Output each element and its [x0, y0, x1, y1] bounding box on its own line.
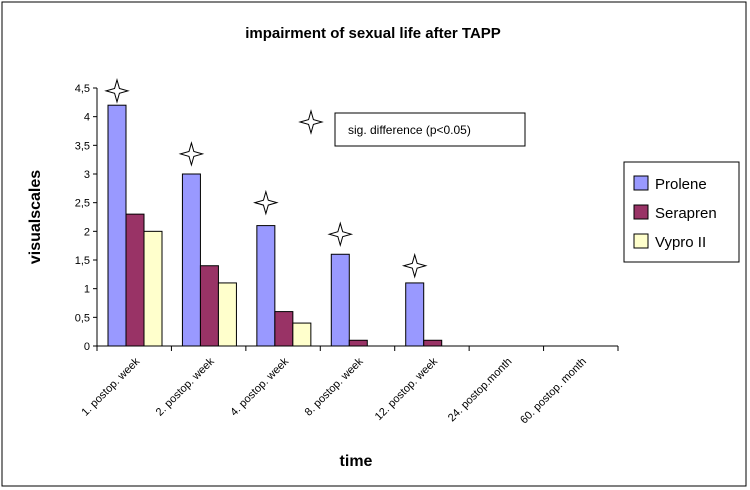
y-tick-label: 4	[84, 112, 90, 124]
bar-serapren	[125, 213, 145, 347]
bar-vypro-ii	[143, 230, 163, 347]
bar-vypro-ii	[217, 282, 237, 347]
annotation-star-icon	[298, 109, 324, 135]
legend: Prolene Serapren Vypro II	[623, 161, 740, 263]
bar-serapren	[348, 339, 368, 347]
legend-label: Prolene	[655, 176, 707, 193]
y-tick-label: 3	[84, 169, 90, 181]
y-tick-label: 2,5	[75, 198, 90, 210]
significance-marker	[327, 221, 354, 248]
y-tick-label: 1,5	[75, 255, 90, 267]
y-tick-label: 3,5	[75, 140, 90, 152]
y-tick-label: 0,5	[75, 312, 90, 324]
y-tick-label: 0	[84, 341, 90, 353]
annotation-text: sig. difference (p<0.05)	[348, 123, 471, 137]
bar-prolene	[405, 282, 425, 347]
bar-serapren	[274, 311, 294, 347]
significance-marker	[178, 141, 205, 167]
significance-marker	[401, 252, 428, 279]
bar-vypro-ii	[292, 322, 312, 347]
bar-serapren	[199, 265, 219, 347]
chart-title: impairment of sexual life after TAPP	[245, 25, 501, 42]
bar-prolene	[107, 104, 127, 347]
annotation-box: sig. difference (p<0.05)	[334, 112, 526, 147]
bar-prolene	[181, 173, 201, 347]
significance-marker	[104, 78, 130, 104]
annotation-box-frame	[334, 112, 526, 147]
legend-swatch	[633, 204, 649, 220]
bar-serapren	[423, 339, 443, 347]
legend-swatch	[633, 175, 649, 191]
y-tick-label: 1	[84, 284, 90, 296]
legend-swatch	[633, 233, 649, 249]
y-tick-label: 2	[84, 226, 90, 238]
bar-prolene	[256, 225, 276, 347]
y-tick-label: 4,5	[75, 83, 90, 95]
significance-marker	[253, 189, 279, 216]
x-axis-title: time	[340, 453, 373, 470]
legend-label: Serapren	[655, 205, 717, 222]
legend-label: Vypro II	[655, 234, 706, 251]
y-axis-title: visualscales	[27, 170, 44, 264]
bar-prolene	[330, 253, 350, 347]
